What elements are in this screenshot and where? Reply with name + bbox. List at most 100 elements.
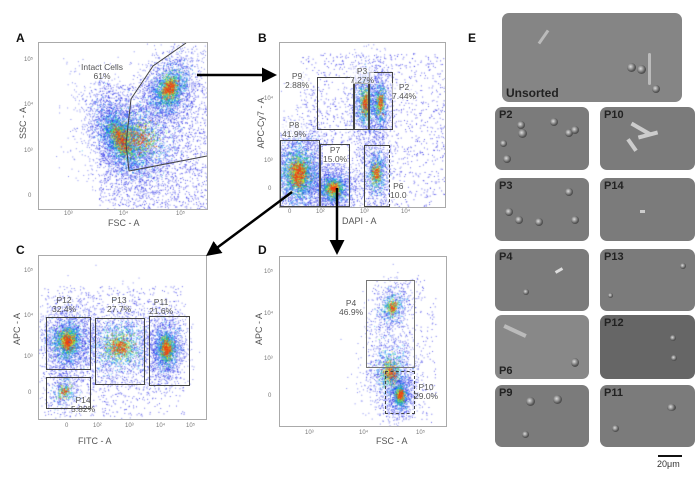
scale-bar-label: 20μm — [657, 459, 680, 469]
gate-p11 — [149, 316, 190, 386]
image-label: P4 — [499, 251, 513, 263]
gate-label-intact-cells: Intact Cells 61% — [81, 63, 123, 80]
image-label: P14 — [604, 180, 624, 192]
gate-p10 — [385, 371, 415, 414]
y-tick: 10³ — [24, 148, 33, 154]
image-label: P9 — [499, 387, 513, 399]
x-tick: 10⁵ — [416, 430, 426, 436]
gate-name: Intact Cells — [81, 62, 124, 72]
density-points — [39, 256, 206, 419]
panel-b-label: B — [258, 31, 267, 45]
micrograph-p9: P9 — [495, 385, 589, 447]
gate-percent: 27.7% — [107, 303, 132, 314]
x-tick: 10³ — [360, 209, 369, 215]
image-label: P11 — [604, 387, 623, 399]
gate-percent: 46.9% — [339, 306, 364, 317]
panel-d-label: D — [258, 243, 267, 257]
y-tick: 0 — [268, 393, 272, 399]
x-tick: 10² — [316, 209, 325, 215]
gate-p12 — [46, 317, 91, 370]
gate-percent: 41.9% — [282, 128, 307, 139]
x-tick: 10² — [93, 423, 102, 429]
gate-label-p9: P9 2.88% — [285, 71, 310, 90]
y-tick: 10⁵ — [264, 269, 274, 275]
gate-name: P10 — [418, 382, 434, 392]
y-tick: 10³ — [264, 158, 273, 164]
micrograph-p6: P6 — [495, 315, 589, 379]
gate-label-p7: P7 15.0% — [323, 145, 348, 164]
y-tick: 10⁴ — [24, 102, 34, 108]
gate-p6 — [364, 145, 390, 207]
image-label: P3 — [499, 180, 513, 192]
gate-name: P3 — [356, 66, 368, 76]
gate-label-p12: P12 32.4% — [52, 296, 76, 313]
gate-p14 — [46, 377, 91, 409]
x-tick: 10³ — [125, 423, 134, 429]
gate-label-p2: P2 7.44% — [392, 83, 417, 101]
y-tick: 10³ — [24, 354, 33, 360]
gate-percent: 61% — [93, 70, 111, 81]
gate-label-p11: P11 21.6% — [149, 298, 173, 315]
y-tick: 10⁴ — [264, 311, 274, 317]
x-tick: 10⁴ — [156, 423, 166, 429]
image-label: P10 — [604, 109, 624, 121]
gate-percent: 29.0% — [414, 390, 439, 401]
y-tick: 0 — [268, 186, 272, 192]
gate-name: P12 — [56, 295, 72, 305]
panel-a-scatter-plot: Intact Cells 61% — [38, 42, 208, 210]
gate-name: P4 — [345, 298, 357, 308]
panel-d-scatter-plot: P4 46.9% P10 29.0% — [279, 256, 447, 427]
micrograph-p2: P2 — [495, 107, 589, 170]
y-tick: 10³ — [264, 356, 273, 362]
panel-a-label: A — [16, 31, 25, 45]
panel-e-label: E — [468, 31, 477, 45]
scale-bar — [658, 455, 682, 457]
micrograph-p11: P11 — [600, 385, 695, 447]
x-tick: 10³ — [305, 430, 314, 436]
gate-p13 — [95, 318, 145, 385]
y-tick: 10⁴ — [264, 96, 274, 102]
gate-percent: 2.88% — [285, 79, 310, 90]
y-tick: 0 — [28, 390, 32, 396]
gate-label-p3: P3 7.27% — [350, 66, 375, 85]
gate-name: P8 — [288, 120, 300, 130]
gate-p2 — [369, 72, 393, 130]
micrograph-p10: P10 — [600, 107, 695, 170]
x-tick: 0 — [288, 209, 292, 215]
gate-p3 — [354, 83, 369, 130]
micrograph-p12: P12 — [600, 315, 695, 379]
panel-a-x-label: FSC - A — [108, 218, 140, 228]
image-label: P13 — [604, 251, 624, 263]
gate-name: P11 — [153, 297, 169, 307]
gate-percent: 5.82% — [71, 403, 96, 414]
x-tick: 10⁵ — [186, 423, 196, 429]
gate-percent: 7.27% — [350, 74, 375, 85]
gate-p7 — [320, 144, 350, 207]
gate-percent: 7.44% — [392, 90, 417, 101]
x-tick: 10⁴ — [119, 211, 129, 217]
micrograph-p14: P14 — [600, 178, 695, 241]
y-tick: 0 — [28, 193, 32, 199]
x-tick: 10³ — [64, 211, 73, 217]
gate-name: P9 — [291, 71, 303, 81]
y-tick: 10⁵ — [24, 57, 34, 63]
panel-c-label: C — [16, 243, 25, 257]
gate-p8 — [280, 140, 320, 207]
gate-percent: 15.0% — [323, 153, 348, 164]
panel-c-x-label: FITC - A — [78, 436, 112, 446]
micrograph-p4: P4 — [495, 249, 589, 311]
gate-name: P6 — [393, 181, 404, 191]
image-label: Unsorted — [506, 86, 559, 100]
panel-b-x-label: DAPI - A — [342, 216, 377, 226]
panel-c-scatter-plot: P12 32.4% P13 27.7% P11 21.6% P14 5.82% — [38, 255, 207, 420]
panel-c-y-label: APC - A — [12, 313, 22, 346]
panel-d-y-label: APC - A — [254, 313, 264, 346]
gate-label-p6: P6 10.0 — [390, 182, 407, 199]
panel-d-x-label: FSC - A — [376, 436, 408, 446]
gate-name: P7 — [329, 145, 341, 155]
micrograph-p3: P3 — [495, 178, 589, 241]
gate-label-p13: P13 27.7% — [107, 296, 131, 313]
y-tick: 10⁴ — [24, 313, 34, 319]
gate-percent: 32.4% — [52, 303, 77, 314]
